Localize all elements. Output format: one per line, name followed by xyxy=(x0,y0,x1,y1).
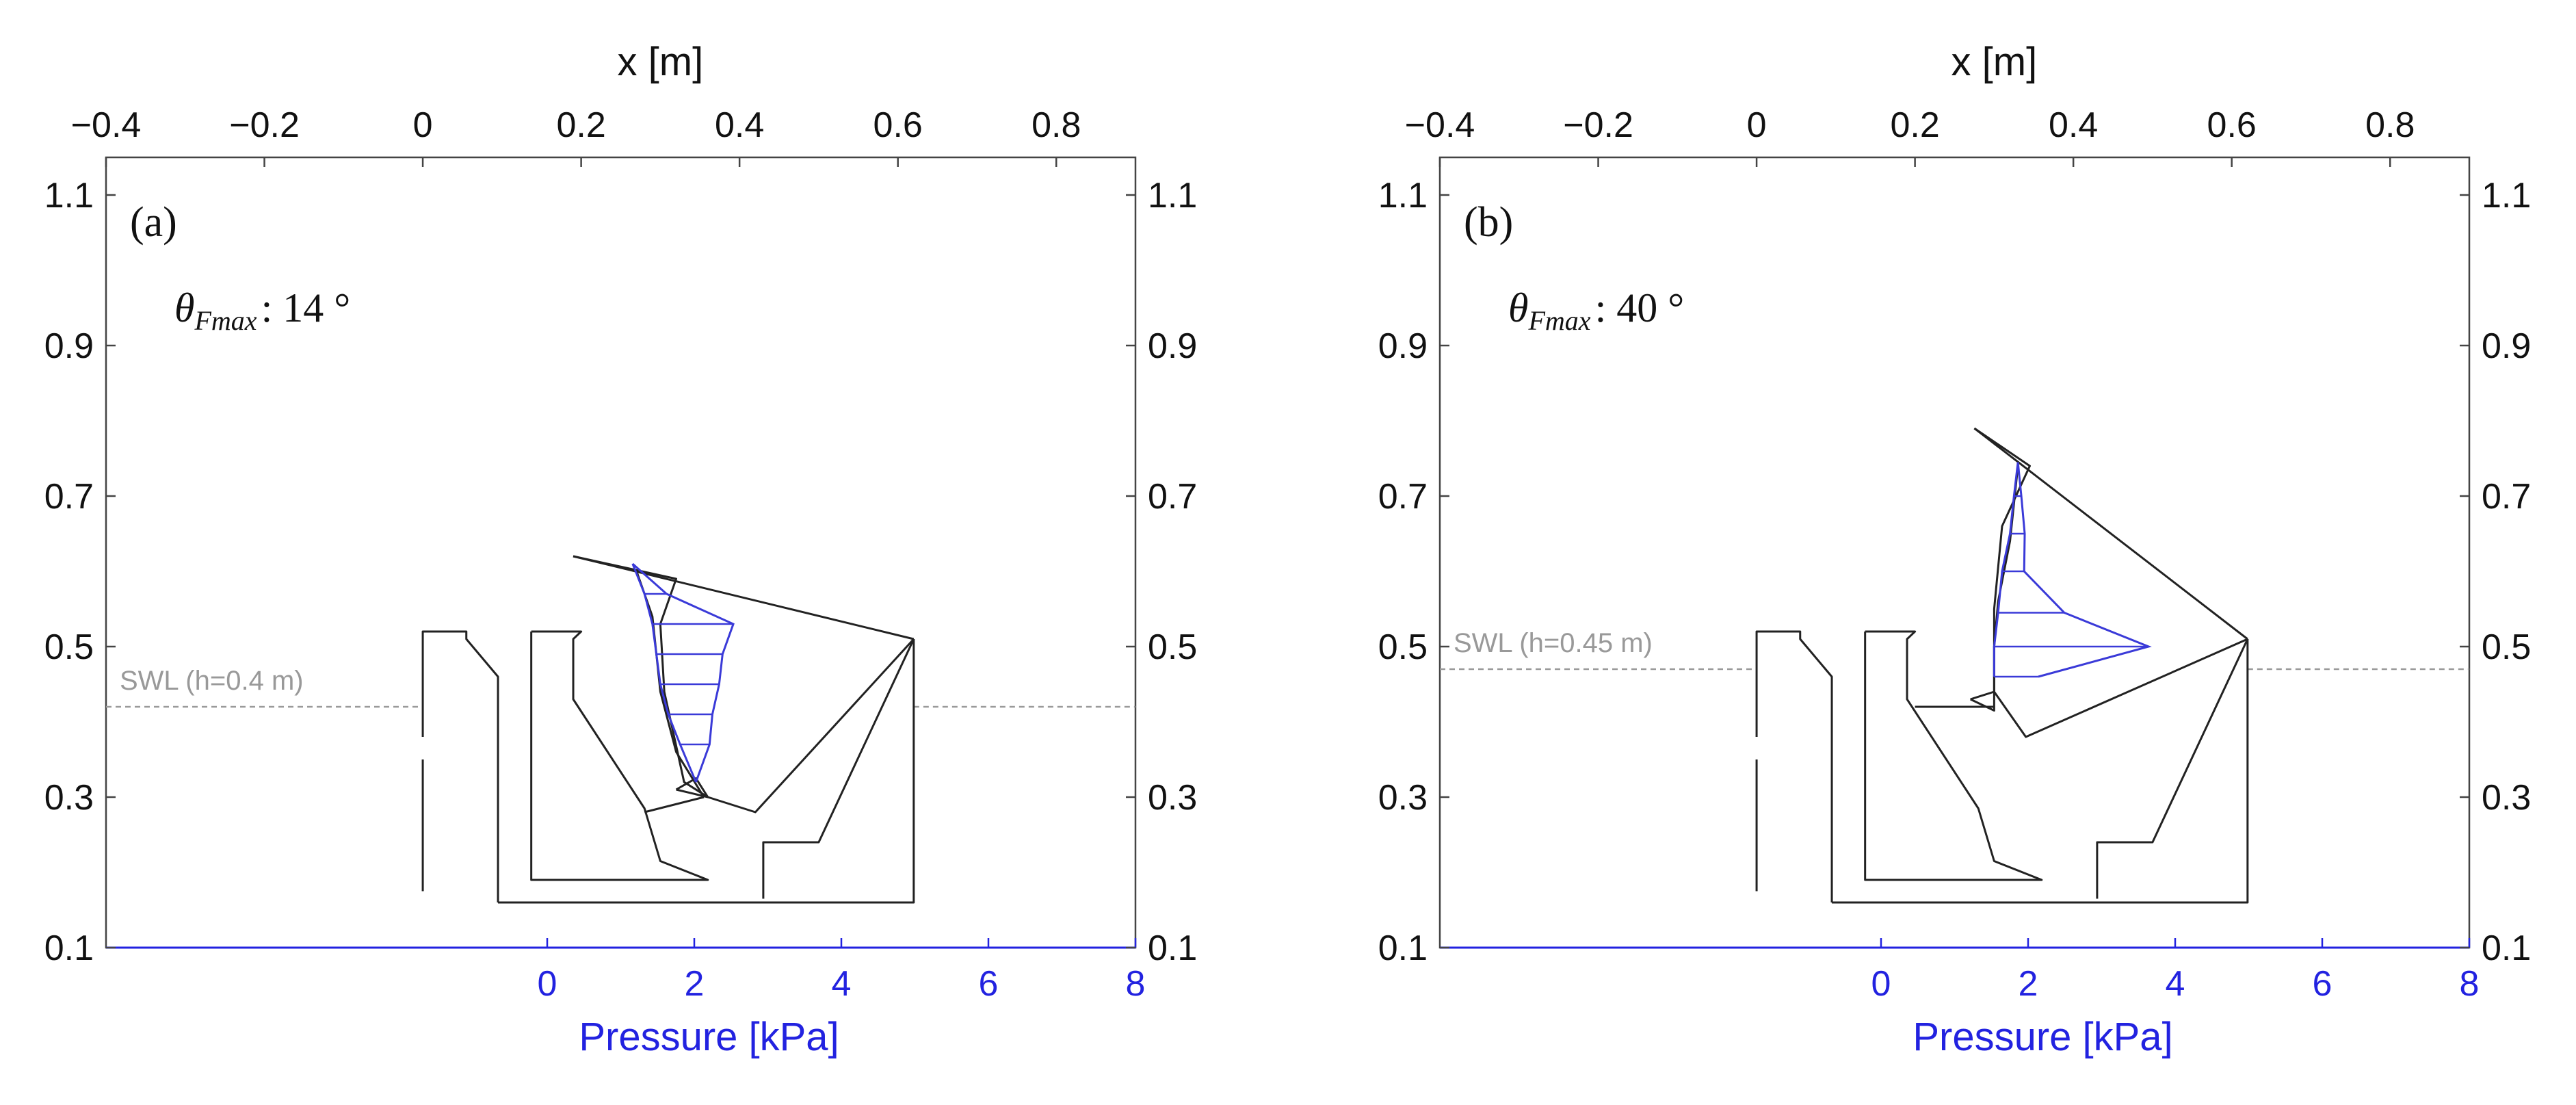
x-top-tick-label: 0.4 xyxy=(2049,105,2098,145)
y-left-tick-label: 0.5 xyxy=(1378,627,1428,667)
y-left-tick-label: 0.9 xyxy=(44,326,94,366)
x-bottom-axis-title: Pressure [kPa] xyxy=(579,1015,839,1059)
structure-left-wall xyxy=(421,630,499,902)
y-right-tick-label: 1.1 xyxy=(1148,176,1197,216)
x-top-tick-label: 0.8 xyxy=(2365,105,2415,145)
panel-label: (b) xyxy=(1464,199,1513,246)
chart-panel-a: −0.4 −0.2 0 0.2 0.4 0.6 0.8 x [m] 0 2 4 6 8 Pressure … xyxy=(44,40,1198,1059)
x-top-axis-title: x [m] xyxy=(618,40,704,84)
x-top-tick-label: 0 xyxy=(1747,105,1767,145)
swl-label: SWL (h=0.4 m) xyxy=(120,666,304,696)
y-left-tick-label: 0.7 xyxy=(1378,477,1428,517)
x-bottom-tick-label: 4 xyxy=(832,964,852,1004)
structure-left-wall xyxy=(1755,630,1833,902)
structure-arm xyxy=(675,777,709,798)
structure-flap-outer xyxy=(1973,427,2248,640)
x-top-axis-title: x [m] xyxy=(1951,40,2038,84)
x-top-tick-label: 0.2 xyxy=(1890,105,1939,145)
x-top-tick-label: −0.4 xyxy=(1405,105,1475,145)
x-bottom-tick-label: 0 xyxy=(538,964,557,1004)
x-top-tick-label: 0 xyxy=(413,105,433,145)
pressure-envelope-line xyxy=(2016,462,2152,678)
x-top-tick-label: −0.2 xyxy=(1563,105,1633,145)
x-top-tick-label: −0.2 xyxy=(229,105,300,145)
pressure-envelope-line xyxy=(631,562,735,783)
y-left-tick-label: 0.1 xyxy=(1378,928,1428,968)
y-right-tick-label: 0.9 xyxy=(1148,326,1197,366)
structure-flap-shape xyxy=(573,555,915,814)
x-top-tick-label: 0.2 xyxy=(556,105,605,145)
x-top-tick-label: 0.6 xyxy=(873,105,923,145)
x-bottom-tick-label: 2 xyxy=(685,964,705,1004)
y-right-tick-label: 0.9 xyxy=(2482,326,2531,366)
y-right-tick-label: 1.1 xyxy=(2482,176,2531,216)
structure-flap-outer xyxy=(573,555,915,640)
y-right-tick-label: 0.5 xyxy=(2482,627,2531,667)
y-left-tick-label: 1.1 xyxy=(1378,176,1428,216)
chart-panel-b: −0.4 −0.2 0 0.2 0.4 0.6 0.8 x [m] 0 2 4 6 8 Pressure … xyxy=(1378,40,2532,1059)
y-left-tick-label: 0.7 xyxy=(44,477,94,517)
y-right-tick-label: 0.1 xyxy=(2482,928,2531,968)
x-bottom-tick-label: 6 xyxy=(979,964,999,1004)
y-right-tick-label: 0.3 xyxy=(2482,778,2531,818)
y-right-tick-label: 0.7 xyxy=(2482,477,2531,517)
theta-label: θFmax: 14 ° xyxy=(174,285,350,336)
y-left-tick-label: 0.3 xyxy=(1378,778,1428,818)
structure-flap-shape xyxy=(1973,427,2248,738)
structure-base xyxy=(1832,639,2249,904)
y-right-tick-label: 0.7 xyxy=(1148,477,1197,517)
axes-frame xyxy=(1438,156,2471,949)
y-right-tick-label: 0.3 xyxy=(1148,778,1197,818)
pressure-base-line xyxy=(631,563,697,783)
y-right-tick-label: 0.5 xyxy=(1148,627,1197,667)
x-bottom-tick-label: 2 xyxy=(2019,964,2038,1004)
y-left-tick-label: 0.5 xyxy=(44,627,94,667)
x-bottom-tick-label: 6 xyxy=(2313,964,2332,1004)
y-left-tick-label: 0.1 xyxy=(44,928,94,968)
y-right-tick-label: 0.1 xyxy=(1148,928,1197,968)
x-bottom-tick-label: 4 xyxy=(2166,964,2185,1004)
structure-right-block xyxy=(762,638,915,899)
structure-chamber-inner xyxy=(1864,630,2043,881)
x-top-tick-label: 0.8 xyxy=(1031,105,1081,145)
x-bottom-tick-label: 0 xyxy=(1871,964,1891,1004)
x-top-tick-label: 0.6 xyxy=(2207,105,2257,145)
y-left-tick-label: 0.9 xyxy=(1378,326,1428,366)
structure-chamber-inner xyxy=(530,630,709,881)
x-bottom-tick-label: 8 xyxy=(2460,964,2480,1004)
structure-base xyxy=(498,639,915,904)
structure-right-block xyxy=(2096,638,2249,899)
axes-frame xyxy=(105,156,1137,949)
structure-arm2 xyxy=(644,796,705,814)
panel-label: (a) xyxy=(130,199,177,246)
theta-label: θFmax: 40 ° xyxy=(1508,285,1684,336)
x-top-tick-label: 0.4 xyxy=(715,105,764,145)
y-left-tick-label: 1.1 xyxy=(44,176,94,216)
x-bottom-axis-title: Pressure [kPa] xyxy=(1913,1015,2172,1059)
y-left-tick-label: 0.3 xyxy=(44,778,94,818)
x-bottom-tick-label: 8 xyxy=(1126,964,1146,1004)
structure-arm xyxy=(1970,690,1995,712)
swl-label: SWL (h=0.45 m) xyxy=(1454,628,1653,658)
x-top-tick-label: −0.4 xyxy=(71,105,142,145)
